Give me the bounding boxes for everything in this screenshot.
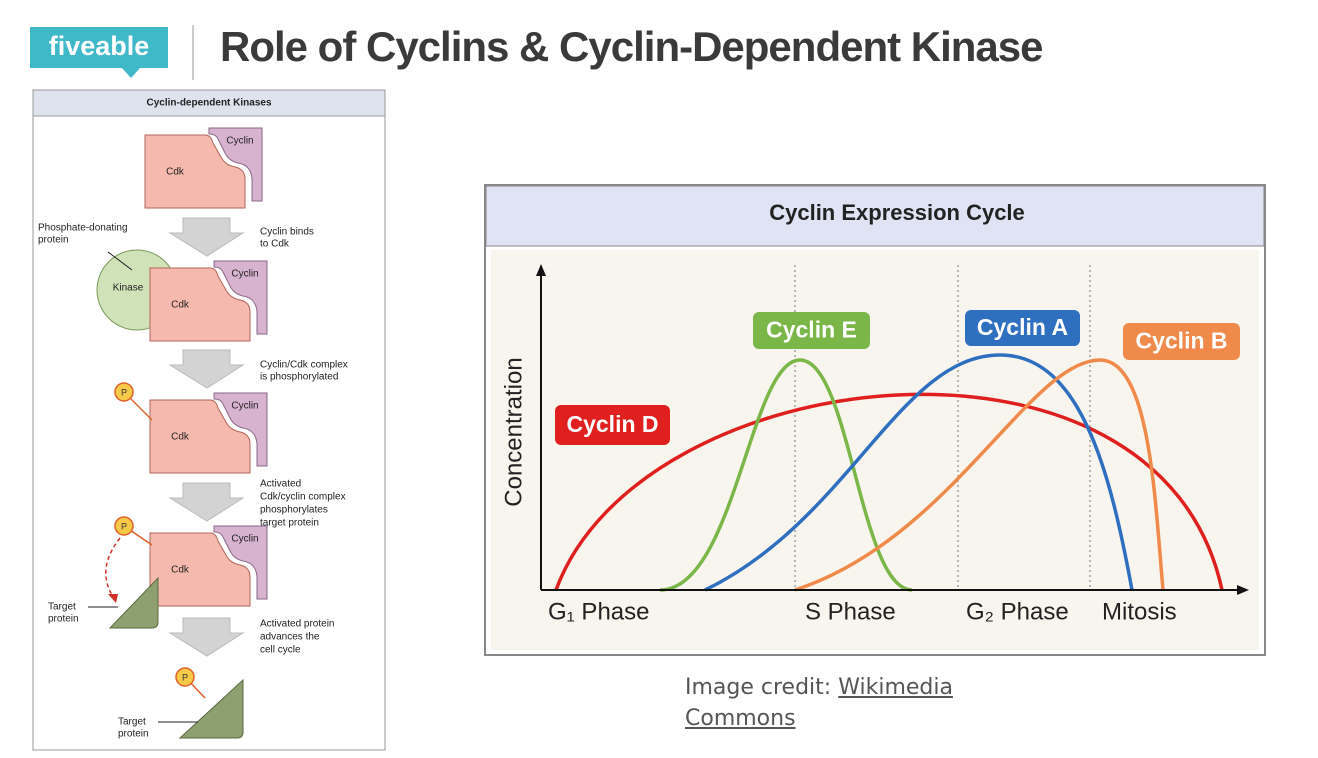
- cdk: [149, 532, 251, 607]
- step-text: target protein: [260, 518, 319, 529]
- step-text: Activated: [260, 479, 301, 490]
- curve-tag: [555, 405, 670, 445]
- curve-d: [554, 392, 1224, 591]
- cyclin-label: Cyclin: [226, 136, 253, 147]
- phase-label: S Phase: [805, 598, 896, 625]
- step-arrow: [168, 617, 245, 657]
- step-text: phosphorylates: [260, 505, 328, 516]
- target-label: protein: [48, 614, 79, 625]
- phosphate-label: P: [121, 521, 127, 531]
- logo: fiveable: [30, 27, 168, 78]
- curve-label: Cyclin B: [1135, 328, 1227, 354]
- cdk-complex: Cdk Cyclin: [149, 260, 268, 342]
- phosphate-label: P: [121, 387, 127, 397]
- cyclin: [213, 525, 268, 600]
- step-arrow: [168, 349, 245, 389]
- cyclin: [213, 260, 268, 335]
- cdk: [149, 267, 251, 342]
- target-protein: [178, 678, 244, 739]
- y-arrow: [536, 264, 546, 276]
- cdk: [144, 134, 246, 209]
- logo-text: fiveable: [49, 31, 150, 61]
- kinase-label: Kinase: [113, 283, 144, 294]
- cdk-label: Cdk: [171, 565, 190, 576]
- cdk-complex: Cdk Cyclin: [149, 392, 268, 474]
- transfer-arrow: [105, 537, 121, 599]
- cdk-label: Cdk: [171, 300, 190, 311]
- cyclin-label: Cyclin: [231, 269, 258, 280]
- target-label: Target: [48, 602, 76, 613]
- step-text: cell cycle: [260, 645, 301, 656]
- chart-title: Cyclin Expression Cycle: [769, 200, 1025, 225]
- credit-text: Image credit:: [685, 675, 832, 700]
- right-diagram: Cyclin Expression Cycle Concentration Cy…: [484, 184, 1266, 656]
- cyclin: [213, 392, 268, 467]
- target-label: Target: [118, 717, 146, 728]
- step-text: advances the: [260, 632, 320, 643]
- phosphate: [114, 516, 134, 536]
- step-text: Cdk/cyclin complex: [260, 492, 346, 503]
- cdk-label: Cdk: [171, 432, 190, 443]
- step-arrow: [168, 482, 245, 522]
- curve-label: Cyclin D: [566, 411, 658, 437]
- step-text: Cyclin binds: [260, 227, 314, 238]
- curve-label: Cyclin A: [977, 314, 1068, 340]
- target-protein: [108, 576, 159, 629]
- curve-label: Cyclin E: [766, 317, 857, 343]
- cdk: [149, 399, 251, 474]
- transfer-arrowhead: [108, 594, 118, 603]
- logo-box: [30, 27, 168, 68]
- curve-tag: [1123, 323, 1240, 360]
- step-text: Cyclin/Cdk complex: [260, 360, 348, 371]
- kinase-note: Phosphate-donating: [38, 223, 128, 234]
- step-text: Activated protein: [260, 619, 335, 630]
- cyclin-label: Cyclin: [231, 534, 258, 545]
- kinase-note: protein: [38, 235, 69, 246]
- curve-tag: [753, 312, 870, 349]
- cdk-complex: Cdk Cyclin: [144, 127, 263, 209]
- curve-tag: [965, 310, 1080, 346]
- image-credit: Image credit: Wikimedia Commons: [685, 672, 1015, 734]
- cyclin: [208, 127, 263, 202]
- left-title: Cyclin-dependent Kinases: [146, 98, 271, 109]
- phosphate: [114, 382, 134, 402]
- left-title-bar: [32, 89, 386, 117]
- phase-label: Mitosis: [1102, 598, 1177, 625]
- right-title-bar: [485, 185, 1265, 247]
- phosphate-label: P: [182, 672, 188, 682]
- pointer: [107, 251, 133, 271]
- slide-title: Role of Cyclins & Cyclin-Dependent Kinas…: [220, 23, 1043, 70]
- curve-a: [704, 353, 1134, 592]
- step-arrow: [168, 217, 245, 257]
- curve-b: [794, 358, 1165, 592]
- credit-link[interactable]: Wikimedia Commons: [685, 675, 953, 731]
- phosphate: [175, 667, 195, 687]
- target-label: protein: [118, 729, 149, 740]
- curve-e: [659, 358, 913, 592]
- y-label: Concentration: [500, 357, 527, 506]
- cdk-label: Cdk: [166, 167, 185, 178]
- step-text: is phosphorylated: [260, 372, 338, 383]
- step-text: to Cdk: [260, 239, 290, 250]
- left-diagram: Cyclin-dependent Kinases Kinase Cdk Cycli…: [32, 89, 386, 751]
- x-arrow: [1237, 585, 1249, 595]
- phase-label: G₂ Phase: [966, 598, 1069, 625]
- logo-tail: [122, 68, 140, 78]
- cyclin-label: Cyclin: [231, 401, 258, 412]
- cdk-complex: Cdk Cyclin: [149, 525, 268, 607]
- phase-label: G₁ Phase: [548, 598, 649, 625]
